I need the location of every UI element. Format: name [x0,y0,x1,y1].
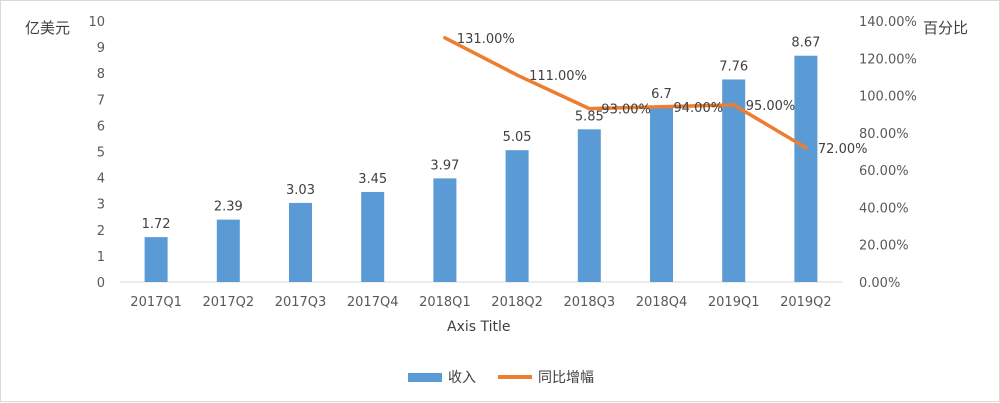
y-left-tick-label: 8 [97,67,105,82]
legend: 收入 同比增幅 [1,367,1000,387]
bar-data-label: 6.7 [651,87,672,102]
line-data-label: 94.00% [674,101,724,116]
y-right-tick-label: 40.00% [859,201,909,216]
x-axis-title: Axis Title [447,319,511,335]
bar [650,107,673,282]
y-right-tick-label: 100.00% [859,90,917,105]
y-right-tick-label: 20.00% [859,239,909,254]
legend-item-revenue: 收入 [408,367,476,387]
legend-item-growth: 同比增幅 [498,367,594,387]
bar-data-label: 3.97 [430,158,459,173]
line-data-label: 93.00% [601,103,651,118]
legend-label-revenue: 收入 [448,370,476,386]
y-right-tick-label: 120.00% [859,52,917,67]
bar-data-label: 2.39 [214,200,243,215]
bar-data-label: 5.85 [575,109,604,124]
y-left-tick-label: 2 [97,224,105,239]
x-tick-label: 2017Q4 [347,295,399,310]
y-right-tick-label: 60.00% [859,164,909,179]
y-right-tick-label: 140.00% [859,15,917,30]
y-left-tick-label: 6 [97,119,105,134]
line-data-label: 72.00% [818,142,868,157]
y-left-tick-label: 5 [97,146,105,161]
y-left-tick-label: 0 [97,276,105,291]
bar [505,150,529,282]
x-tick-label: 2019Q2 [780,295,832,310]
bar [361,191,385,282]
legend-label-growth: 同比增幅 [538,370,594,386]
bar [289,202,312,282]
bar-data-label: 3.03 [286,183,315,198]
y-right-tick-label: 0.00% [859,276,900,291]
series-line-growth [443,36,808,150]
x-tick-label: 2017Q3 [275,295,327,310]
y-axis-left-title: 亿美元 [25,19,71,37]
x-tick-label: 2018Q1 [419,295,471,310]
bar-data-label: 1.72 [142,217,171,232]
bar-data-label: 8.67 [791,36,820,51]
x-tick-label: 2017Q2 [203,295,255,310]
x-tick-label: 2018Q2 [491,295,543,310]
bar-data-label: 5.05 [503,130,532,145]
bar [216,219,240,282]
legend-swatch-revenue [408,372,442,382]
x-tick-label: 2018Q4 [636,295,688,310]
y-left-tick-label: 7 [97,93,105,108]
bar [794,55,818,283]
bar [577,129,601,282]
legend-swatch-growth [498,375,532,379]
y-left-tick-label: 10 [88,15,105,30]
line-data-label: 111.00% [529,69,587,84]
x-tick-label: 2017Q1 [130,295,182,310]
line-data-label: 95.00% [746,99,796,114]
x-tick-label: 2019Q1 [708,295,760,310]
y-left-tick-label: 9 [97,41,105,56]
y-left-tick-label: 1 [97,250,105,265]
y-left-tick-label: 4 [97,172,105,187]
bar [144,237,168,282]
bar-data-label: 3.45 [358,172,387,187]
y-right-tick-label: 80.00% [859,127,909,142]
x-tick-label: 2018Q3 [564,295,616,310]
y-left-tick-label: 3 [97,198,105,213]
y-axis-right-title: 百分比 [923,19,969,37]
bar [433,178,457,282]
bar-data-label: 7.76 [719,59,748,74]
line-data-label: 131.00% [457,32,515,47]
bar [722,79,746,283]
